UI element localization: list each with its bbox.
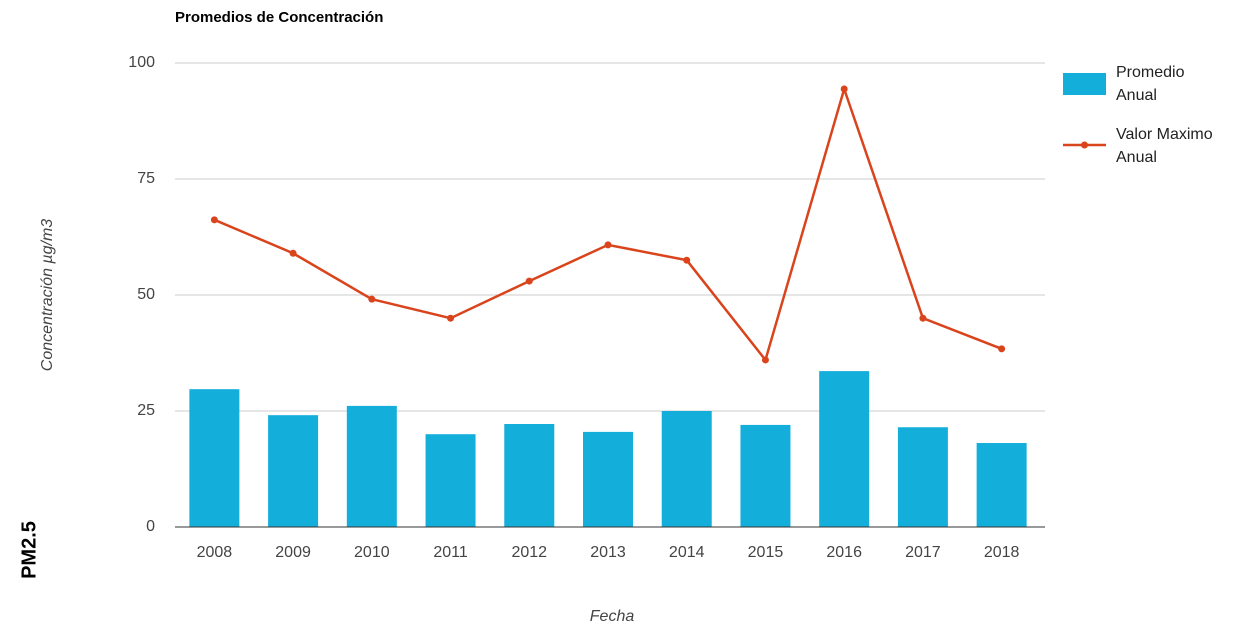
line-point (761, 356, 769, 364)
x-tick-label: 2013 (590, 544, 626, 561)
line-point (525, 277, 533, 285)
legend-label: Promedio Anual (1116, 64, 1185, 104)
x-tick-label: 2017 (905, 544, 941, 561)
y-tick-label: 100 (128, 54, 155, 71)
x-tick-label: 2010 (354, 544, 390, 561)
bar (740, 424, 791, 527)
x-tick-label: 2008 (197, 544, 233, 561)
y-tick-label: 50 (137, 286, 155, 303)
bar (346, 405, 397, 527)
line (213, 84, 1003, 363)
line-point (840, 85, 848, 93)
bar (583, 431, 633, 527)
bar (661, 411, 712, 527)
line-point (683, 256, 691, 264)
legend-label: Valor Maximo Anual (1116, 126, 1213, 166)
x-tick-label: 2015 (748, 544, 784, 561)
x-axis-label: Fecha (590, 608, 635, 625)
bar (425, 434, 476, 527)
bar (976, 443, 1027, 527)
line-point (919, 314, 927, 322)
line-point (604, 241, 612, 249)
side-label: PM2.5 (18, 521, 40, 579)
bar (189, 389, 240, 527)
chart-title: Promedios de Concentración (175, 9, 383, 26)
x-tick-label: 2011 (433, 544, 468, 561)
x-tick-label: 2012 (511, 544, 547, 561)
bar (819, 371, 870, 527)
bar (897, 427, 948, 527)
bar (268, 415, 319, 527)
line-point (368, 295, 376, 303)
y-tick-label: 75 (137, 170, 155, 187)
legend-swatch (1063, 73, 1106, 95)
y-tick-label: 0 (146, 518, 155, 535)
x-tick-label: 2009 (275, 544, 311, 561)
x-tick-label: 2016 (826, 544, 862, 561)
legend-swatch-point (1081, 141, 1088, 149)
line-point (447, 314, 455, 322)
x-tick-label: 2014 (669, 544, 705, 561)
y-axis-label: Concentración µg/m3 (39, 219, 56, 372)
line-point (289, 249, 297, 257)
y-tick-label: 25 (137, 402, 155, 419)
line-point (998, 345, 1006, 353)
bar (504, 423, 555, 527)
line-point (210, 216, 218, 224)
x-tick-label: 2018 (984, 544, 1020, 561)
